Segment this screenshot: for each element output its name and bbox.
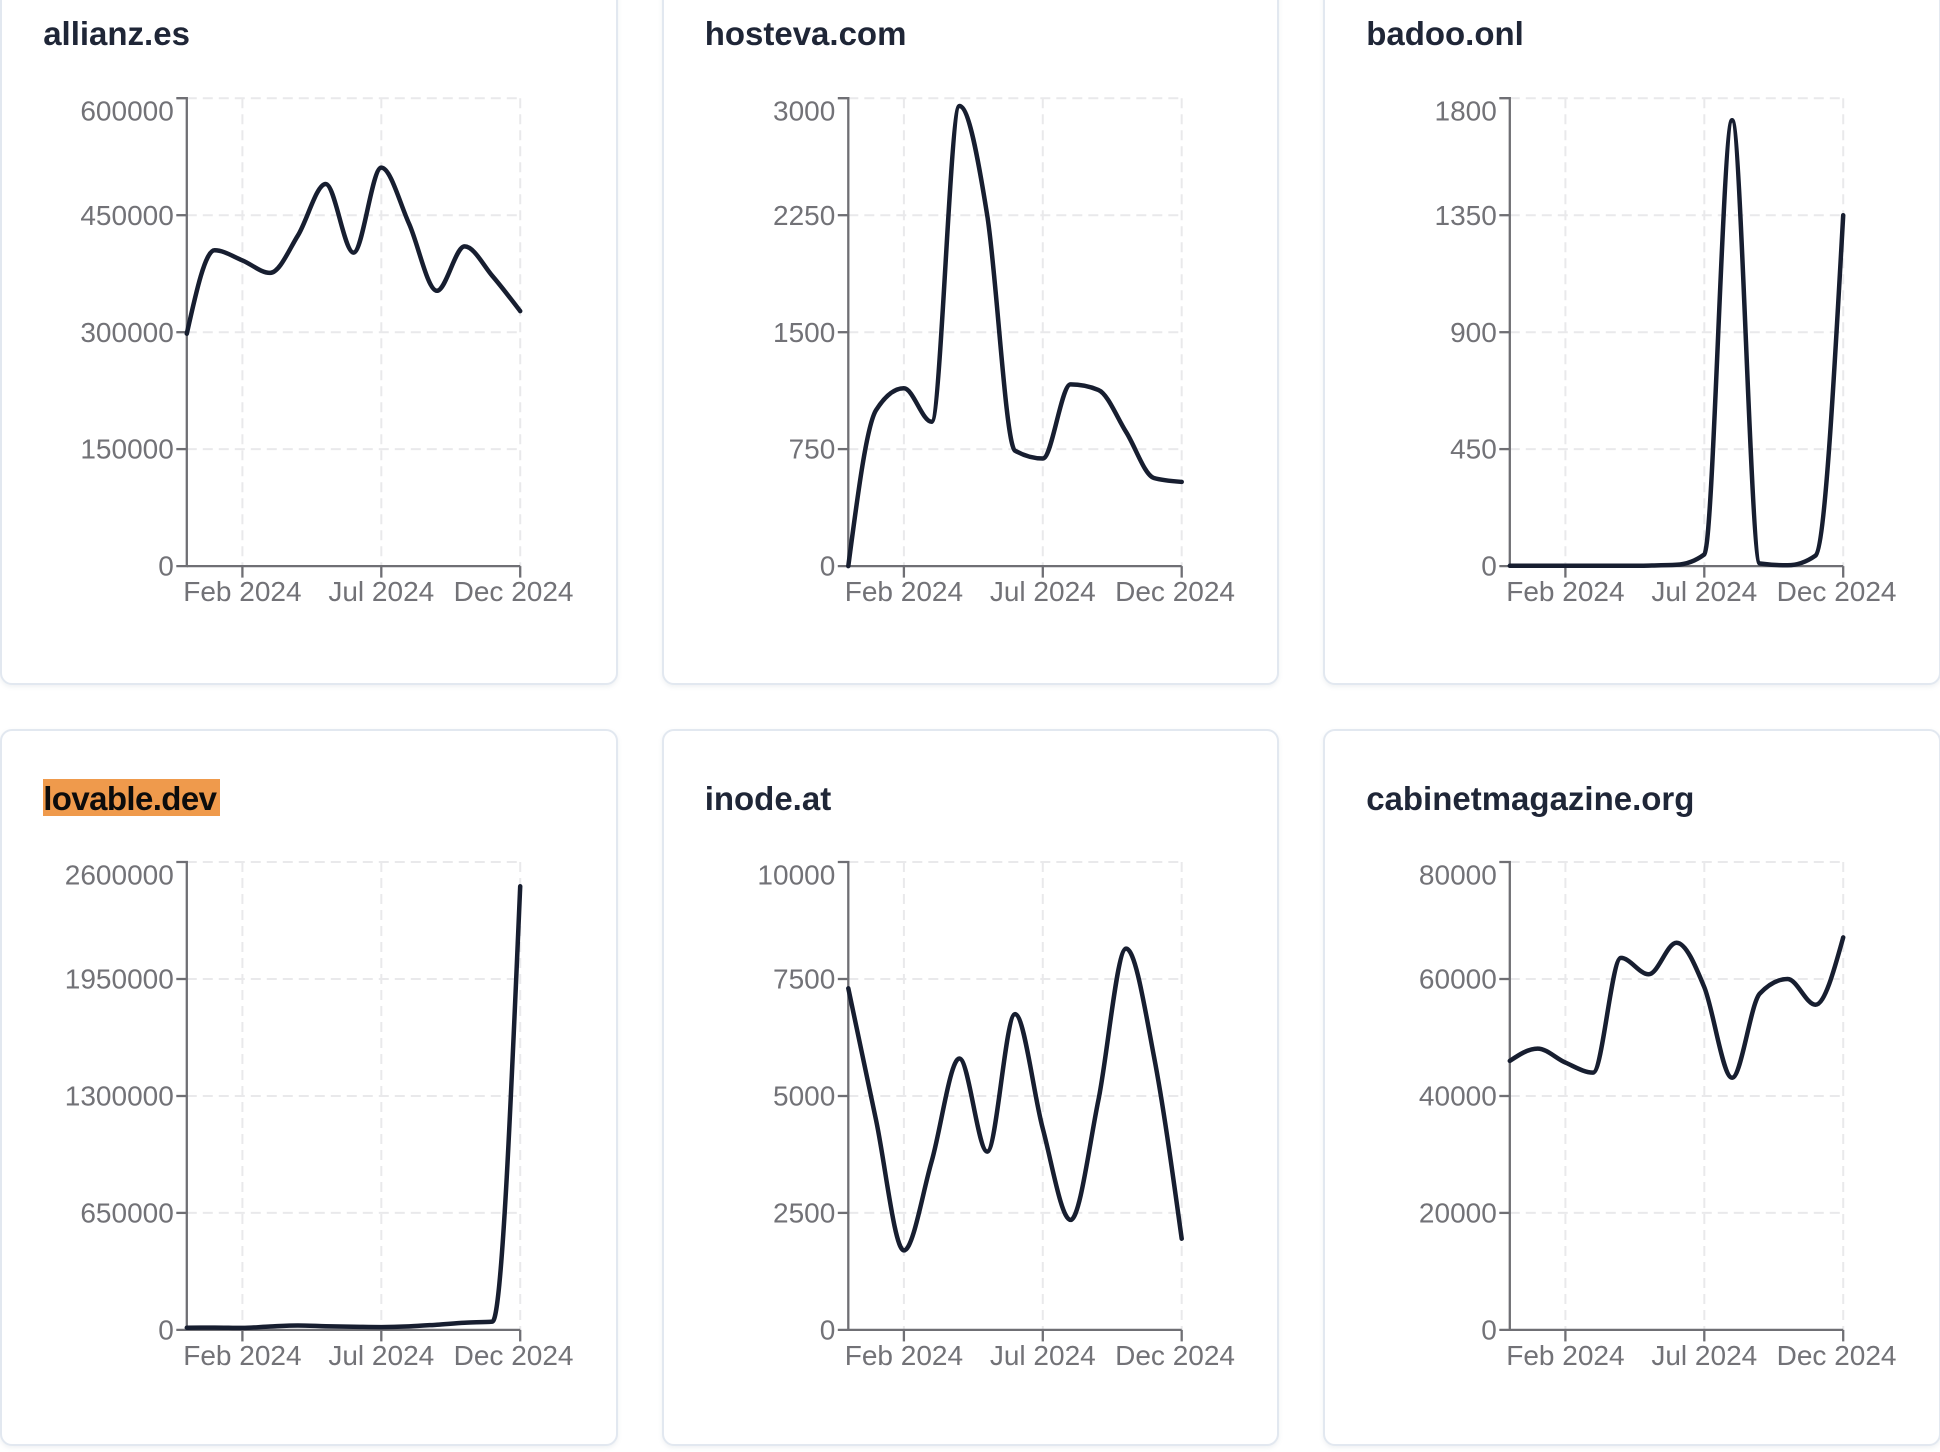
svg-text:600000: 600000 [80,96,173,127]
svg-text:Jul 2024: Jul 2024 [990,576,1096,607]
svg-text:2500: 2500 [773,1198,835,1229]
svg-text:300000: 300000 [80,317,173,348]
svg-text:0: 0 [1481,551,1497,582]
svg-text:Dec 2024: Dec 2024 [1777,1340,1897,1371]
svg-text:0: 0 [158,551,174,582]
svg-text:5000: 5000 [773,1081,835,1112]
svg-text:Dec 2024: Dec 2024 [1115,1340,1235,1371]
svg-text:0: 0 [820,551,836,582]
svg-text:Dec 2024: Dec 2024 [1115,576,1235,607]
svg-text:150000: 150000 [80,434,173,465]
svg-text:1350: 1350 [1435,200,1497,231]
svg-text:20000: 20000 [1419,1198,1497,1229]
svg-text:Jul 2024: Jul 2024 [1651,1340,1757,1371]
svg-text:7500: 7500 [773,964,835,995]
svg-text:Jul 2024: Jul 2024 [328,576,434,607]
svg-text:Dec 2024: Dec 2024 [454,576,574,607]
svg-text:Feb 2024: Feb 2024 [845,1340,963,1371]
svg-text:40000: 40000 [1419,1081,1497,1112]
svg-text:Feb 2024: Feb 2024 [1506,576,1624,607]
svg-text:Jul 2024: Jul 2024 [1651,576,1757,607]
svg-text:1500: 1500 [773,317,835,348]
svg-text:1300000: 1300000 [65,1081,174,1112]
svg-text:60000: 60000 [1419,964,1497,995]
svg-text:0: 0 [820,1315,836,1346]
svg-text:Dec 2024: Dec 2024 [454,1340,574,1371]
svg-text:750: 750 [789,434,836,465]
svg-text:Feb 2024: Feb 2024 [845,576,963,607]
svg-text:10000: 10000 [757,860,835,891]
svg-text:Feb 2024: Feb 2024 [1506,1340,1624,1371]
svg-text:1950000: 1950000 [65,964,174,995]
svg-text:2250: 2250 [773,200,835,231]
svg-text:1800: 1800 [1435,96,1497,127]
svg-text:450000: 450000 [80,200,173,231]
svg-text:Dec 2024: Dec 2024 [1777,576,1897,607]
svg-text:900: 900 [1450,317,1497,348]
svg-text:2600000: 2600000 [65,860,174,891]
svg-text:0: 0 [1481,1315,1497,1346]
svg-text:450: 450 [1450,434,1497,465]
svg-text:Jul 2024: Jul 2024 [328,1340,434,1371]
svg-text:80000: 80000 [1419,860,1497,891]
svg-text:Feb 2024: Feb 2024 [183,1340,301,1371]
svg-text:3000: 3000 [773,96,835,127]
svg-text:650000: 650000 [80,1198,173,1229]
svg-text:Feb 2024: Feb 2024 [183,576,301,607]
svg-text:0: 0 [158,1315,174,1346]
svg-text:Jul 2024: Jul 2024 [990,1340,1096,1371]
